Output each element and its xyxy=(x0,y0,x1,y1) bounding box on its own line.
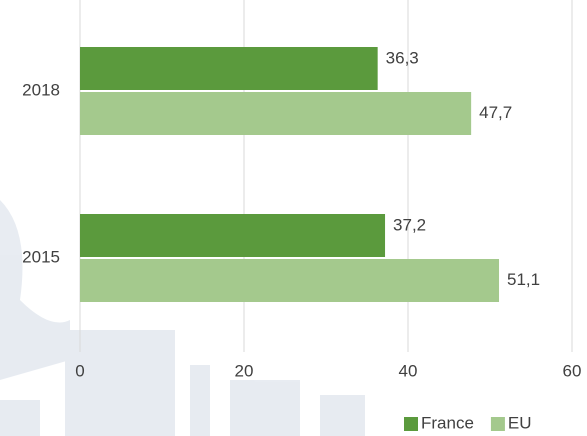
x-tick-label: 20 xyxy=(235,361,254,380)
bar xyxy=(80,214,385,257)
x-tick-label: 40 xyxy=(399,361,418,380)
data-label: 36,3 xyxy=(386,48,419,67)
watermark-shape xyxy=(0,400,40,436)
watermark-shape xyxy=(0,200,70,380)
bar xyxy=(80,92,471,135)
legend-swatch xyxy=(491,417,505,431)
x-tick-label: 0 xyxy=(75,361,84,380)
data-label: 47,7 xyxy=(479,103,512,122)
data-label: 37,2 xyxy=(393,215,426,234)
watermark-shape xyxy=(230,380,300,436)
x-tick-label: 60 xyxy=(563,361,582,380)
bar xyxy=(80,259,499,302)
data-label: 51,1 xyxy=(507,270,540,289)
legend-swatch xyxy=(404,417,418,431)
watermark-shape xyxy=(190,365,210,436)
chart: 0 20 40 60 2018 36,3 47,7 2015 37,2 51,1 France EU xyxy=(0,0,587,436)
legend-label: France xyxy=(421,413,474,432)
y-tick-label: 2018 xyxy=(22,80,60,99)
bar xyxy=(80,47,378,90)
watermark-shape xyxy=(320,395,365,436)
watermark-shape xyxy=(65,330,175,436)
y-tick-label: 2015 xyxy=(22,247,60,266)
legend-label: EU xyxy=(508,413,532,432)
page: {"chart_data": {"type": "bar", "orientat… xyxy=(0,0,587,436)
